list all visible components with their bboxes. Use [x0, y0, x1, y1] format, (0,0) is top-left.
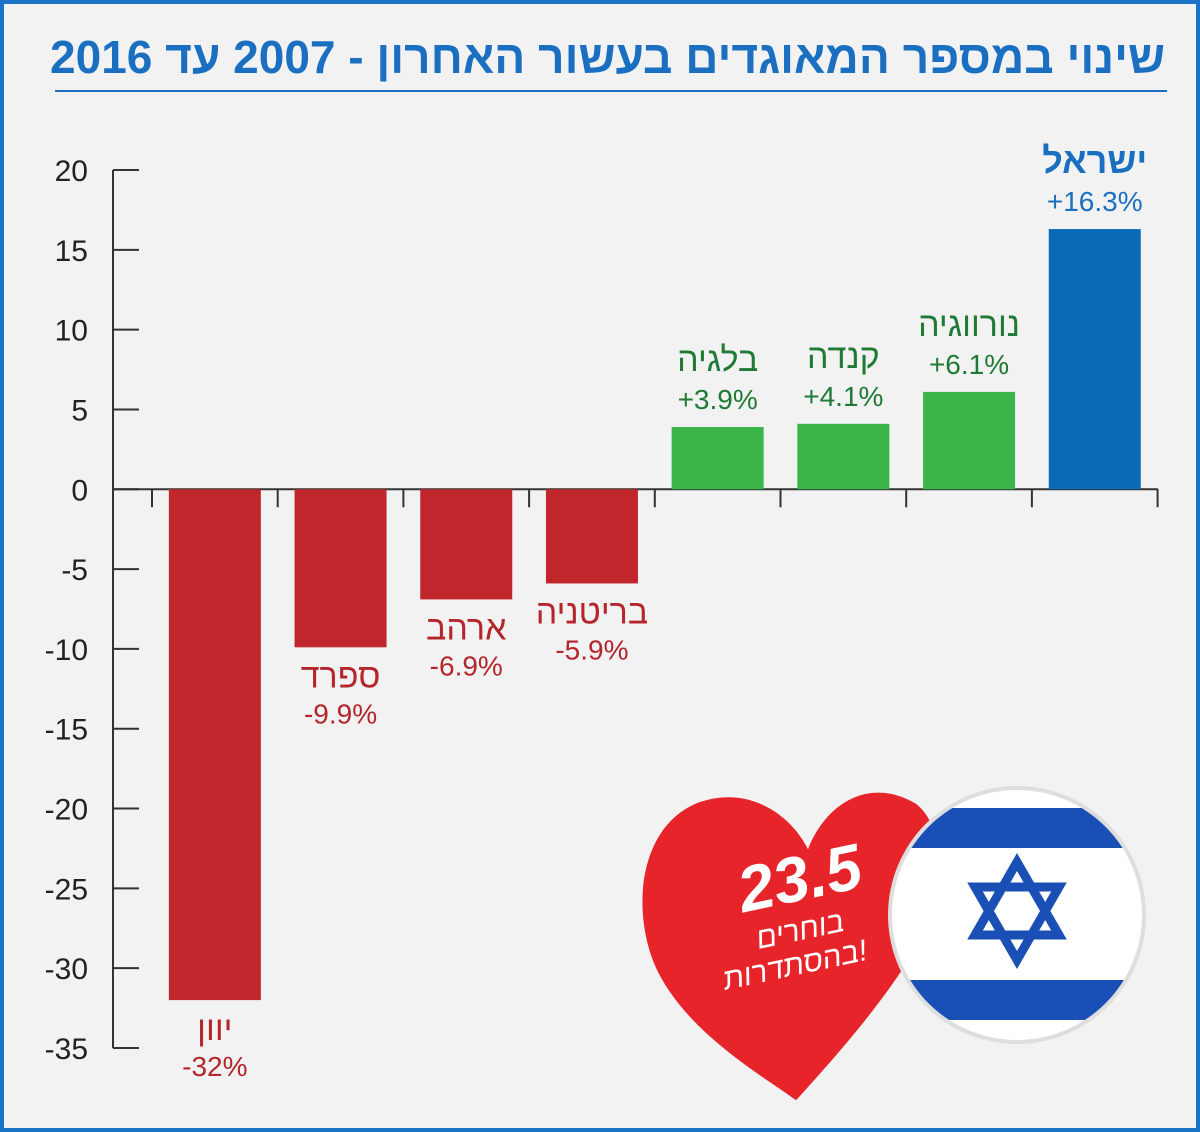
chart-title: שינוי במספר המאוגדים בעשור האחרון - 2007…: [50, 31, 1165, 83]
bar: [294, 489, 387, 648]
heart-icon: [642, 792, 939, 1101]
value-label: -32%: [182, 1051, 247, 1082]
bar: [797, 423, 890, 490]
y-tick-label: -25: [45, 873, 88, 906]
category-label: בריטניה: [536, 593, 648, 631]
value-label: +6.1%: [929, 349, 1009, 380]
value-label: -9.9%: [304, 698, 377, 729]
bar: [923, 391, 1016, 490]
y-tick-label: -15: [45, 714, 88, 747]
bar: [545, 489, 638, 584]
bar: [168, 489, 261, 1001]
category-label: ישראל: [1042, 140, 1147, 181]
bar-layer: [168, 229, 1141, 1001]
value-label: -6.9%: [430, 650, 503, 681]
bar: [420, 489, 513, 600]
y-tick-label: -5: [61, 554, 88, 587]
y-tick-label: 0: [71, 474, 88, 507]
star-of-david-icon: [967, 852, 1067, 970]
category-label: יוון: [197, 1010, 232, 1048]
y-tick-label: 10: [55, 315, 88, 348]
category-label: קנדה: [807, 338, 880, 376]
value-label: +4.1%: [803, 381, 883, 412]
y-tick-label: 20: [55, 155, 88, 188]
category-label: בלגיה: [677, 341, 758, 379]
y-tick-label: -20: [45, 794, 88, 827]
heart-logo: 23.5 בוחרים בהסתדרות!: [642, 792, 939, 1101]
category-label: ארהב: [426, 609, 506, 647]
y-tick-label: 15: [55, 235, 88, 268]
category-label: נורווגיה: [918, 306, 1020, 344]
value-label: +16.3%: [1047, 186, 1143, 217]
bar: [1048, 229, 1141, 490]
title-underline: [55, 90, 1167, 92]
y-tick-label: -30: [45, 953, 88, 986]
israel-flag-icon: [888, 786, 1146, 1044]
y-tick-label: -10: [45, 634, 88, 667]
y-tick-label: -35: [45, 1033, 88, 1066]
bar: [671, 427, 764, 490]
y-tick-label: 5: [71, 394, 88, 427]
axis-layer: 20 15 10 5 0 -5 -10 -15 -20 -25 -30 -35: [45, 155, 1159, 1066]
label-layer: יוון-32% ספרד-9.9% ארהב-6.9% בריטניה-5.9% בל…: [182, 140, 1147, 1082]
category-label: ספרד: [301, 657, 381, 695]
value-label: +3.9%: [678, 384, 758, 415]
value-label: -5.9%: [555, 634, 628, 665]
campaign-badge: 23.5 בוחרים בהסתדרות!: [642, 786, 1146, 1101]
